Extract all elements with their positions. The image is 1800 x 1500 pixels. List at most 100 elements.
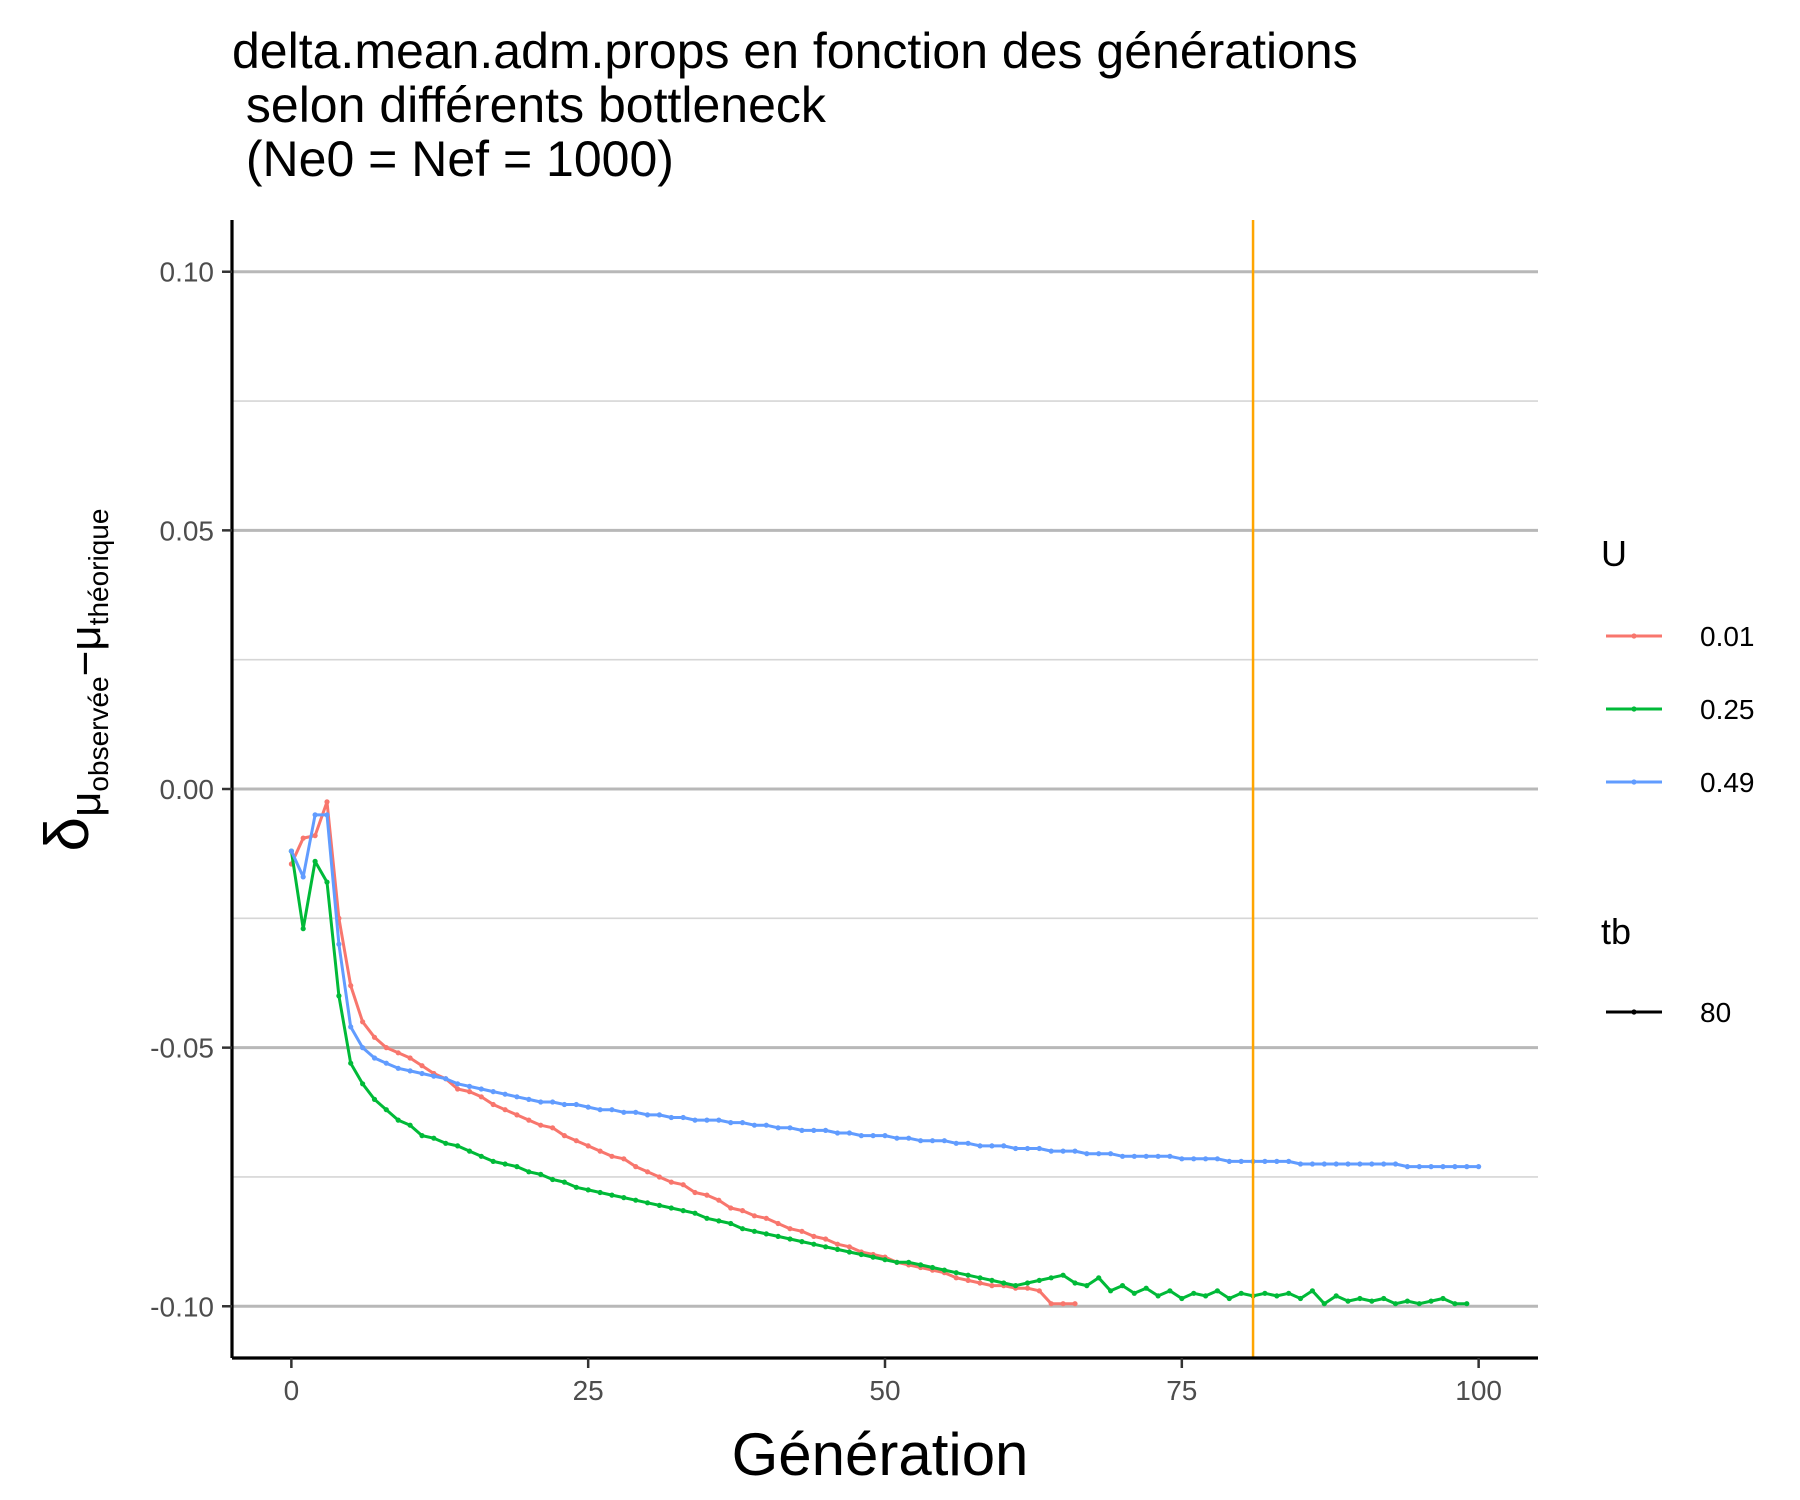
data-point bbox=[383, 1060, 389, 1066]
data-point bbox=[478, 1086, 484, 1092]
data-point bbox=[371, 1096, 378, 1102]
data-point bbox=[466, 1083, 473, 1089]
data-point bbox=[858, 1251, 864, 1258]
data-point bbox=[787, 1125, 793, 1131]
series-line-0.25 bbox=[289, 850, 1467, 1306]
y-tick-label: 0.05 bbox=[160, 515, 215, 546]
data-point bbox=[561, 1133, 568, 1139]
data-point bbox=[1392, 1161, 1399, 1167]
data-point bbox=[1155, 1293, 1161, 1299]
data-point bbox=[1143, 1285, 1149, 1291]
data-point bbox=[953, 1270, 959, 1276]
y-axis-title-minus: − bbox=[61, 651, 110, 677]
data-point bbox=[490, 1089, 496, 1095]
data-point bbox=[846, 1244, 853, 1250]
y-axis-title-mu-observed: μ bbox=[61, 792, 110, 817]
data-point bbox=[490, 1158, 496, 1164]
y-axis-title-delta: δ bbox=[33, 817, 102, 852]
data-point bbox=[1274, 1158, 1280, 1164]
data-point bbox=[823, 1244, 829, 1250]
data-point bbox=[751, 1213, 758, 1219]
data-point bbox=[1464, 1301, 1470, 1307]
y-axis-ticks: 0.10 0.05 0.00 -0.05 -0.10 bbox=[150, 257, 232, 1322]
data-point bbox=[1416, 1301, 1422, 1307]
chart-title-line-1: delta.mean.adm.props en fonction des gén… bbox=[232, 23, 1358, 79]
data-point bbox=[846, 1130, 853, 1136]
data-point bbox=[300, 926, 306, 932]
data-point bbox=[348, 983, 354, 989]
data-point bbox=[466, 1089, 473, 1095]
data-point bbox=[502, 1107, 508, 1113]
data-point bbox=[882, 1257, 888, 1263]
data-point bbox=[965, 1272, 971, 1278]
data-point bbox=[823, 1127, 829, 1133]
x-tick-label: 0 bbox=[284, 1375, 300, 1406]
data-point bbox=[609, 1153, 615, 1159]
data-point bbox=[1203, 1293, 1209, 1299]
data-point bbox=[1001, 1280, 1007, 1286]
data-point bbox=[550, 1099, 556, 1105]
data-point bbox=[1428, 1298, 1434, 1304]
data-point bbox=[1357, 1295, 1363, 1302]
data-point bbox=[1214, 1288, 1220, 1294]
data-point bbox=[371, 1055, 378, 1061]
data-point bbox=[395, 1117, 401, 1123]
x-tick-label: 50 bbox=[869, 1375, 900, 1406]
data-point bbox=[455, 1081, 461, 1087]
data-point bbox=[1357, 1161, 1363, 1167]
data-point bbox=[846, 1249, 853, 1255]
data-point bbox=[977, 1143, 983, 1149]
data-point bbox=[1226, 1158, 1232, 1164]
data-point bbox=[1119, 1153, 1126, 1159]
data-point bbox=[1060, 1301, 1066, 1307]
data-point bbox=[1226, 1295, 1232, 1302]
data-point bbox=[1476, 1164, 1482, 1170]
data-point bbox=[1084, 1151, 1090, 1157]
data-point bbox=[1345, 1298, 1351, 1304]
data-point bbox=[585, 1104, 591, 1110]
data-point bbox=[1392, 1301, 1399, 1307]
grid-lines bbox=[232, 270, 1538, 1308]
data-point bbox=[716, 1218, 722, 1224]
data-point bbox=[1369, 1161, 1375, 1167]
data-point bbox=[751, 1122, 758, 1128]
data-point bbox=[360, 1081, 366, 1087]
data-point bbox=[597, 1148, 603, 1154]
data-point bbox=[965, 1140, 971, 1146]
data-point bbox=[585, 1187, 591, 1193]
data-point bbox=[787, 1226, 793, 1232]
data-point bbox=[597, 1107, 603, 1113]
x-tick-label: 100 bbox=[1455, 1375, 1502, 1406]
data-point bbox=[728, 1220, 734, 1227]
data-point bbox=[1024, 1285, 1031, 1291]
data-point bbox=[906, 1135, 912, 1141]
data-point bbox=[633, 1197, 639, 1203]
data-point bbox=[383, 1107, 389, 1113]
data-point bbox=[395, 1065, 401, 1071]
data-point bbox=[1060, 1272, 1066, 1278]
data-point bbox=[1440, 1295, 1446, 1302]
data-point bbox=[455, 1086, 461, 1092]
series-0.25 bbox=[288, 848, 1470, 1307]
data-point bbox=[692, 1189, 698, 1196]
data-point bbox=[1214, 1156, 1220, 1162]
data-point bbox=[490, 1101, 496, 1108]
data-point bbox=[644, 1200, 651, 1206]
data-point bbox=[811, 1241, 817, 1247]
data-point bbox=[621, 1156, 627, 1162]
data-point bbox=[680, 1208, 686, 1214]
data-point bbox=[597, 1189, 603, 1196]
data-point bbox=[1321, 1161, 1327, 1167]
data-point bbox=[977, 1280, 983, 1286]
data-point bbox=[1238, 1158, 1244, 1164]
data-point bbox=[514, 1164, 520, 1170]
data-point bbox=[431, 1135, 437, 1141]
data-point bbox=[1179, 1156, 1185, 1162]
data-point bbox=[680, 1114, 686, 1121]
data-point bbox=[965, 1277, 971, 1283]
data-point bbox=[1072, 1301, 1078, 1307]
data-point bbox=[751, 1228, 758, 1234]
legend: U 0.01 0.25 0.49 tb 80 bbox=[1601, 533, 1755, 1028]
data-point bbox=[775, 1220, 781, 1227]
